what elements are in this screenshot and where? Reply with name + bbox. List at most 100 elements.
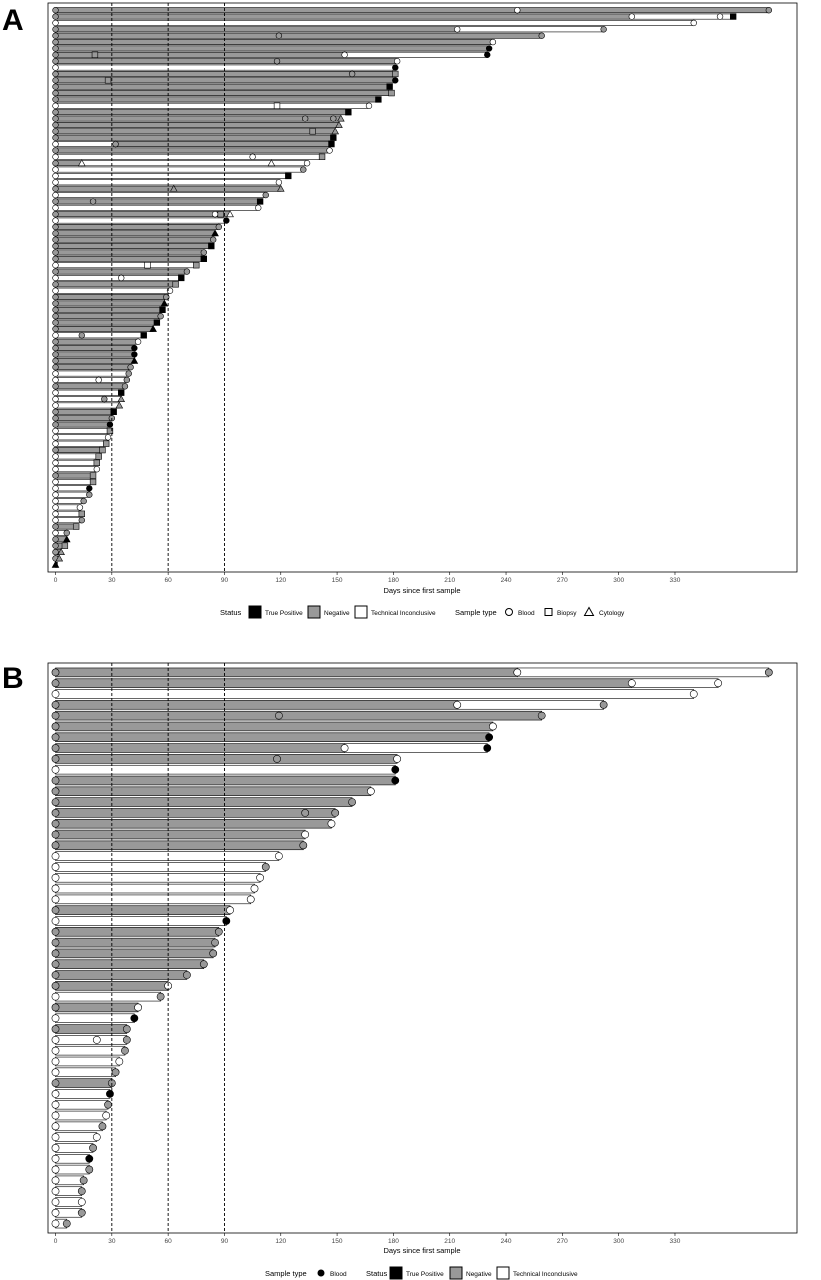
x-tick-label-a-60: 60 — [165, 577, 173, 584]
patient-bar-b-5-1 — [55, 710, 543, 721]
sample-marker-a-69-1 — [52, 440, 59, 447]
sample-marker-a-84-1 — [52, 536, 59, 543]
sample-marker-a-75-1 — [52, 478, 59, 486]
sample-marker-a-22-2 — [112, 140, 119, 148]
sample-marker-b-22-2 — [246, 895, 255, 904]
sample-marker-b-38-2 — [111, 1068, 120, 1077]
sample-marker-a-60-1 — [52, 383, 59, 390]
sample-marker-b-34-2 — [122, 1025, 131, 1033]
sample-marker-b-41-1 — [51, 1100, 60, 1109]
sample-marker-b-23-1 — [51, 906, 60, 915]
sample-marker-a-8-2 — [91, 51, 99, 58]
sample-marker-a-59-1 — [52, 376, 59, 384]
sample-marker-b-12-1 — [51, 787, 60, 796]
sample-marker-a-43-2 — [118, 274, 125, 282]
sample-marker-b-24-1 — [51, 917, 60, 925]
sample-marker-b-26-2 — [211, 938, 219, 947]
patient-bar-b-25-1 — [55, 927, 220, 937]
sample-marker-b-30-1 — [51, 981, 60, 990]
sample-marker-a-20-1 — [52, 128, 59, 135]
sample-marker-b-20-1 — [51, 873, 60, 882]
x-axis-title-a: Days since first sample — [383, 586, 460, 595]
sample-marker-b-7-1 — [51, 733, 60, 742]
sample-marker-a-27-1 — [52, 172, 59, 180]
sample-marker-b-12-2 — [366, 787, 375, 796]
sample-marker-a-5-2 — [275, 32, 283, 39]
sample-marker-b-4-3 — [599, 700, 608, 709]
sample-marker-a-2-2 — [628, 13, 635, 20]
sample-marker-a-5-3 — [538, 32, 545, 39]
sample-marker-a-14-1 — [52, 89, 59, 97]
sample-marker-a-24-1 — [52, 153, 59, 160]
patient-bar-a-4-2 — [456, 26, 604, 33]
sample-marker-b-31-1 — [51, 992, 60, 1001]
sample-marker-a-55-1 — [52, 351, 59, 358]
sample-marker-a-48-1 — [52, 306, 59, 313]
sample-marker-a-61-1 — [52, 389, 59, 396]
sample-marker-a-18-4 — [337, 114, 345, 122]
legend-a-blood-symbol — [505, 608, 513, 616]
sample-marker-a-86-2 — [57, 548, 65, 556]
patient-bar-b-18-1 — [55, 851, 280, 861]
patient-bar-a-18-1 — [55, 115, 342, 122]
x-tick-label-b-330: 330 — [670, 1238, 681, 1245]
patient-bar-a-53-1 — [55, 338, 139, 345]
x-tick-label-a-330: 330 — [670, 577, 681, 584]
sample-marker-a-31-3 — [256, 198, 264, 205]
sample-marker-a-38-2 — [208, 242, 215, 250]
patient-bar-b-44-1 — [55, 1132, 98, 1142]
patient-bar-a-6-1 — [55, 39, 494, 45]
sample-marker-b-49-2 — [77, 1187, 86, 1196]
sample-marker-a-47-2 — [160, 299, 169, 307]
sample-marker-b-42-2 — [102, 1111, 111, 1120]
sample-marker-b-43-2 — [98, 1122, 107, 1131]
sample-marker-a-80-1 — [52, 510, 59, 517]
sample-marker-b-28-2 — [199, 960, 208, 969]
patient-bar-a-32-1 — [55, 204, 259, 211]
patient-bar-b-29-1 — [55, 970, 188, 980]
patient-bar-a-48-1 — [55, 306, 163, 313]
patient-bar-a-79-1 — [55, 504, 81, 511]
sample-marker-b-32-1 — [51, 1003, 60, 1012]
patient-bar-a-66-1 — [55, 421, 111, 428]
sample-marker-a-69-2 — [103, 440, 110, 447]
patient-bar-a-54-1 — [55, 345, 135, 351]
patient-bar-a-67-1 — [55, 428, 111, 434]
x-tick-label-b-90: 90 — [221, 1238, 229, 1245]
sample-marker-b-51-1 — [51, 1208, 60, 1217]
sample-marker-a-37-2 — [210, 236, 217, 243]
sample-marker-b-2-2 — [627, 679, 636, 688]
x-tick-label-b-30: 30 — [108, 1238, 116, 1245]
sample-marker-a-67-2 — [106, 427, 114, 435]
sample-marker-b-2-1 — [51, 679, 60, 688]
sample-marker-b-1-1 — [51, 668, 60, 677]
legend-a-swatch-technical-inconclusive — [354, 605, 368, 619]
patient-bar-b-14-1 — [55, 808, 336, 818]
sample-marker-a-77-1 — [52, 491, 59, 498]
sample-marker-a-7-2 — [485, 45, 493, 52]
patient-bar-a-81-1 — [55, 517, 83, 524]
sample-marker-a-51-1 — [52, 325, 59, 333]
patient-bar-b-37-1 — [55, 1056, 120, 1067]
legend-a-status-true-positive: True Positive — [265, 610, 303, 617]
sample-marker-b-46-1 — [51, 1154, 60, 1163]
patient-bar-a-50-1 — [55, 319, 158, 326]
patient-bar-a-63-1 — [55, 402, 120, 409]
sample-marker-a-63-1 — [52, 402, 59, 409]
sample-marker-a-80-2 — [78, 510, 85, 517]
sample-marker-a-22-3 — [328, 140, 335, 148]
patient-bar-b-16-1 — [55, 829, 306, 840]
patient-bar-b-36-1 — [55, 1045, 126, 1056]
sample-marker-a-43-3 — [178, 274, 185, 282]
patient-bar-a-70-1 — [55, 447, 103, 453]
patient-bar-b-34-1 — [55, 1024, 128, 1034]
sample-marker-a-12-2 — [104, 77, 112, 84]
sample-marker-b-2-3 — [714, 679, 723, 688]
patient-bar-a-38-1 — [55, 243, 212, 249]
patient-bar-b-22-1 — [55, 894, 252, 905]
patient-bar-b-23-1 — [55, 905, 231, 915]
sample-marker-b-18-2 — [274, 852, 283, 861]
patient-bar-a-68-1 — [55, 434, 109, 441]
patient-bar-b-40-1 — [55, 1089, 111, 1099]
patient-bar-a-47-1 — [55, 300, 165, 307]
